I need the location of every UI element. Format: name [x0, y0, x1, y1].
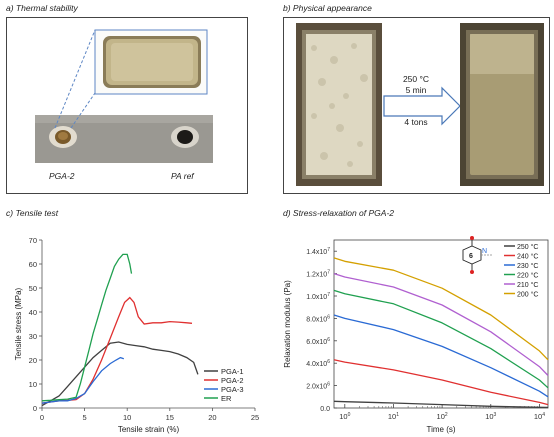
y-tick-label: 50: [29, 284, 37, 293]
x-tick-label: 103: [485, 412, 496, 421]
label-pa-ref: PA ref: [171, 171, 194, 181]
legend-label: 230 °C: [517, 262, 538, 270]
y-tick-label: 30: [29, 332, 37, 341]
y-tick-label: 4.0x106: [306, 359, 330, 368]
x-tick-label: 0: [40, 413, 44, 422]
y-tick-label: 40: [29, 308, 37, 317]
x-tick-label: 10: [123, 413, 131, 422]
molecule-ring-label: 6: [469, 253, 473, 260]
x-tick-label: 104: [534, 412, 545, 421]
y-tick-label: 20: [29, 356, 37, 365]
y-axis-title: Tensile stress (MPa): [14, 287, 23, 360]
y-tick-label: 6.0x106: [306, 337, 330, 346]
y-tick-label: 70: [29, 236, 37, 245]
legend-label: PGA-1: [221, 367, 244, 376]
series-line-220c: [333, 289, 549, 389]
x-axis-title: Time (s): [426, 425, 455, 434]
x-tick-label: 100: [339, 412, 350, 421]
panel-d-title: d) Stress-relaxation of PGA-2: [283, 208, 395, 218]
x-tick-label: 20: [208, 413, 216, 422]
panel-b-frame: 250 °C 5 min 4 tons: [283, 17, 550, 194]
relaxation-chart: 0.0 2.0x106 4.0x106 6.0x106 8.0x106 1.0x107 1.…: [283, 236, 549, 434]
label-time: 5 min: [405, 85, 427, 95]
series-line-er: [41, 253, 133, 402]
label-pga2: PGA-2: [49, 171, 75, 181]
x-axis-title: Tensile strain (%): [118, 425, 180, 434]
molecule-structure: 6N: [462, 236, 493, 274]
series-line-pga-3: [41, 356, 125, 404]
y-tick-label: 0.0: [320, 406, 330, 413]
x-tick-label: 102: [437, 412, 448, 421]
y-tick-label: 0: [33, 404, 37, 413]
x-tick-label: 25: [251, 413, 259, 422]
legend-label: 210 °C: [517, 281, 538, 289]
plot-frame: [333, 239, 549, 409]
legend-label: PGA-2: [221, 376, 244, 385]
legend-label: 220 °C: [517, 272, 538, 280]
series-line-210c: [333, 272, 549, 376]
panel-a-frame: PGA-2 PA ref: [6, 17, 248, 194]
x-tick-label: 15: [166, 413, 174, 422]
y-axis-title: Relaxation modulus (Pa): [283, 280, 292, 368]
series-line-240c: [333, 359, 549, 406]
y-tick-label: 1.4x107: [306, 247, 330, 256]
y-tick-label: 60: [29, 260, 37, 269]
panel-c-title: c) Tensile test: [6, 208, 59, 218]
series-line-pga-2: [41, 296, 193, 404]
x-tick-label: 101: [388, 412, 399, 421]
series-line-200c: [333, 257, 549, 361]
granules-sample: [306, 34, 372, 175]
y-tick-label: 1.2x107: [306, 270, 330, 279]
panel-b-title: b) Physical appearance: [283, 3, 372, 13]
legend-label: ER: [221, 394, 232, 403]
panel-b-photo: [296, 23, 544, 186]
y-tick-label: 2.0x106: [306, 382, 330, 391]
panel-a-title: a) Thermal stability: [6, 3, 78, 13]
series-line-230c: [333, 314, 549, 398]
y-tick-label: 8.0x106: [306, 314, 330, 323]
series-line-250c: [333, 400, 549, 409]
x-tick-label: 5: [83, 413, 87, 422]
legend-label: 200 °C: [517, 291, 538, 299]
molecule-n-label: N: [482, 248, 487, 255]
series-line-pga-1: [41, 341, 199, 407]
label-pressure: 4 tons: [404, 117, 428, 127]
label-temp: 250 °C: [402, 74, 430, 84]
legend-label: PGA-3: [221, 385, 244, 394]
legend-label: 250 °C: [517, 243, 538, 251]
tensile-chart: 0 10 20 30 40 50 60 70 0 5 10 15 20 25 Tensile strain …: [14, 236, 259, 434]
y-tick-label: 10: [29, 380, 37, 389]
legend-label: 240 °C: [517, 253, 538, 261]
y-tick-label: 1.0x107: [306, 292, 330, 301]
panel-a-photo: [35, 29, 213, 163]
